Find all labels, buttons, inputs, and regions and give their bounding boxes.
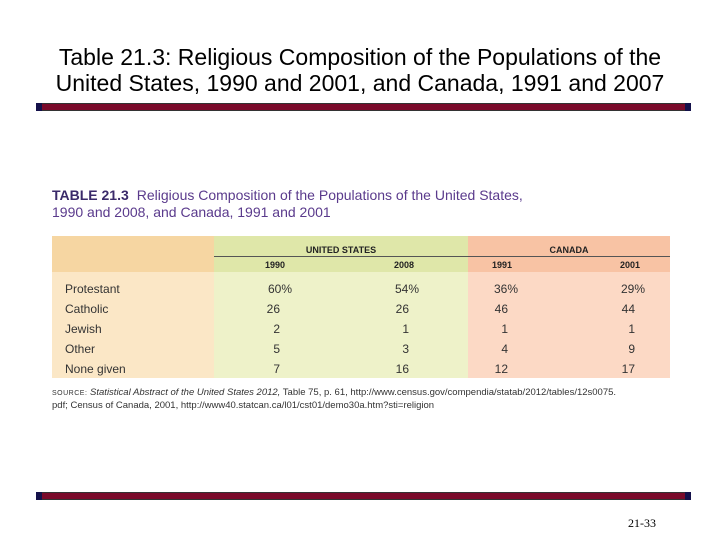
cell-canada-1991: 1	[501, 322, 508, 336]
cell-us-1990: 60%	[267, 282, 292, 296]
table-caption: TABLE 21.3 Religious Composition of the P…	[52, 187, 672, 221]
table-caption-line-2: 1990 and 2008, and Canada, 1991 and 2001	[52, 204, 331, 220]
top-divider-left-cap	[36, 103, 42, 111]
table-row: Jewish 2 1 1 1	[52, 318, 670, 338]
cell-canada-2001: 29%	[620, 282, 645, 296]
cell-canada-1991: 12	[494, 362, 508, 376]
row-label-header	[52, 236, 214, 272]
table-row: Other 5 3 4 9	[52, 338, 670, 358]
cell-us-2008: 3	[402, 342, 409, 356]
religion-table: UNITED STATES CANADA 1990 2008 1991 2001…	[52, 236, 670, 378]
cell-us-2008: 1	[402, 322, 409, 336]
cell-canada-1991: 4	[501, 342, 508, 356]
table-row: Catholic 26 26 46 44	[52, 298, 670, 318]
cell-us-2008: 16	[395, 362, 409, 376]
source-line-2: pdf; Census of Canada, 2001, http://www4…	[52, 400, 435, 411]
cell-us-2008: 26	[395, 302, 409, 316]
canada-header	[468, 236, 670, 272]
year-canada-1991: 1991	[492, 260, 513, 270]
group-label-canada: CANADA	[549, 245, 589, 255]
row-label: None given	[65, 362, 126, 376]
cell-canada-2001: 1	[628, 322, 635, 336]
slide-title: Table 21.3: Religious Composition of the…	[20, 44, 700, 96]
top-divider	[36, 103, 691, 111]
slide-title-line-2: United States, 1990 and 2001, and Canada…	[55, 70, 665, 96]
cell-us-2008: 54%	[394, 282, 419, 296]
cell-canada-2001: 9	[628, 342, 635, 356]
cell-canada-2001: 44	[621, 302, 635, 316]
cell-canada-1991: 46	[494, 302, 508, 316]
table-source-note: SOURCE: Statistical Abstract of the Unit…	[52, 387, 672, 412]
row-label: Other	[65, 342, 96, 356]
row-label: Jewish	[65, 322, 102, 336]
us-header-rule	[214, 256, 468, 257]
canada-header-rule	[468, 256, 670, 257]
source-tag: SOURCE:	[52, 390, 88, 397]
year-us-2008: 2008	[394, 260, 415, 270]
row-label: Protestant	[65, 282, 120, 296]
table-row: Protestant 60% 54% 36% 29%	[52, 278, 670, 298]
top-divider-right-cap	[685, 103, 691, 111]
bottom-divider	[36, 492, 691, 500]
table-row: None given 7 16 12 17	[52, 358, 670, 378]
table-caption-line-1: Religious Composition of the Populations…	[136, 187, 523, 203]
table-number: TABLE 21.3	[52, 187, 129, 203]
source-italic-title: Statistical Abstract of the United State…	[90, 387, 281, 398]
cell-canada-1991: 36%	[493, 282, 518, 296]
cell-us-1990: 5	[273, 342, 280, 356]
us-header	[214, 236, 468, 272]
page-number: 21-33	[628, 516, 656, 530]
cell-us-1990: 7	[273, 362, 280, 376]
year-us-1990: 1990	[265, 260, 286, 270]
slide-title-line-1: Table 21.3: Religious Composition of the…	[58, 44, 662, 70]
cell-us-1990: 2	[273, 322, 280, 336]
source-line-1: Table 75, p. 61, http://www.census.gov/c…	[282, 387, 617, 398]
cell-us-1990: 26	[266, 302, 280, 316]
cell-canada-2001: 17	[621, 362, 635, 376]
year-canada-2001: 2001	[620, 260, 641, 270]
group-label-us: UNITED STATES	[305, 245, 377, 255]
row-label: Catholic	[65, 302, 109, 316]
bottom-divider-right-cap	[685, 492, 691, 500]
bottom-divider-left-cap	[36, 492, 42, 500]
